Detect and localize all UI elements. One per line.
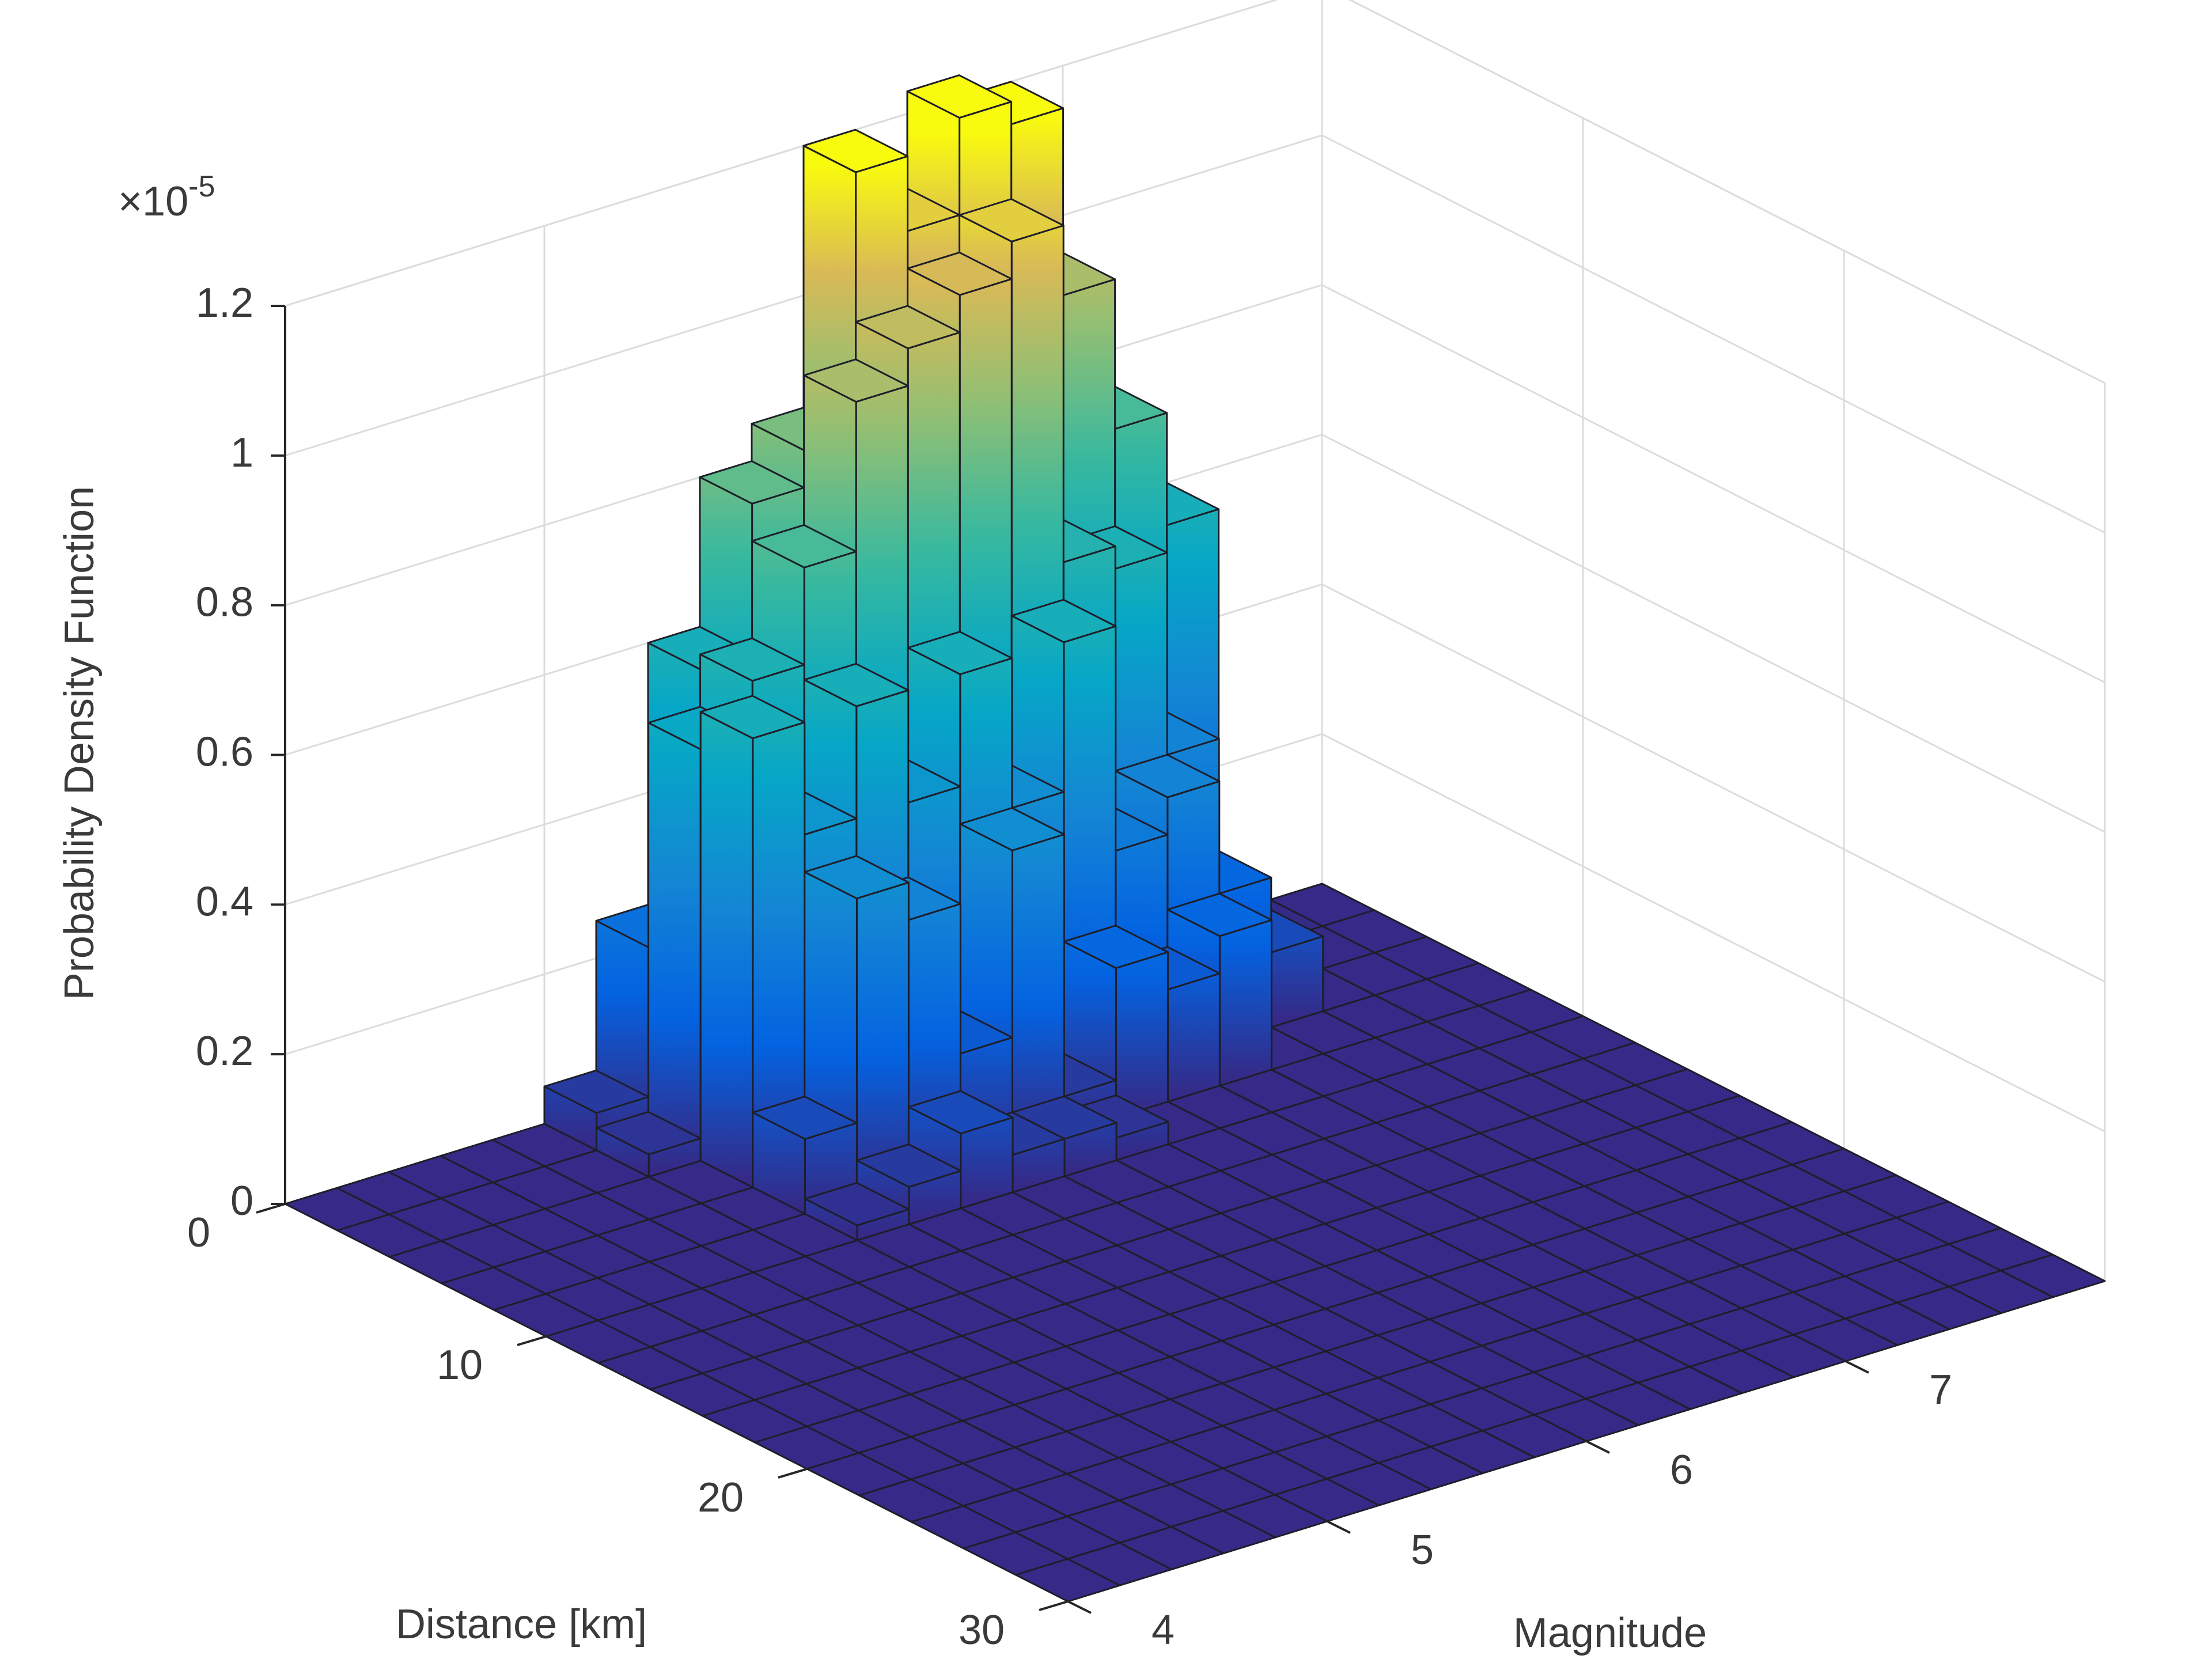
y-tick-label: 30	[959, 1607, 1005, 1653]
bar-top	[804, 1181, 910, 1226]
bar-top	[855, 305, 961, 350]
bar-side-left	[647, 722, 702, 1162]
bar-top	[804, 855, 910, 900]
bar-top	[751, 524, 857, 569]
bar-top	[1014, 1558, 1121, 1603]
x-tick-label: 6	[1670, 1447, 1693, 1493]
bar-top	[907, 631, 1013, 675]
bar-side-front	[1218, 919, 1272, 1087]
y-tick-label: 10	[437, 1342, 483, 1388]
z-multiplier: ×10-5	[118, 170, 215, 225]
bars	[284, 74, 2106, 1603]
bar-top	[1010, 599, 1117, 643]
bar-top	[699, 695, 806, 740]
bar-top	[959, 807, 1065, 851]
bar-top	[803, 662, 910, 707]
z-tick-label: 0	[230, 1178, 253, 1224]
bar-top	[803, 358, 909, 403]
bar	[1014, 1558, 1121, 1603]
bar-top	[802, 128, 909, 173]
x-tick	[1586, 1440, 1610, 1454]
z-tick-label: 1	[230, 430, 253, 476]
z-tick-label: 0.2	[196, 1028, 253, 1074]
bar-top	[906, 74, 1013, 119]
z-multiplier-exponent: -5	[188, 170, 215, 203]
bar-side-front	[1115, 951, 1169, 1119]
bar-top	[699, 637, 805, 682]
bar-top	[907, 251, 1013, 296]
y-tick-label: 20	[698, 1475, 744, 1521]
x-tick	[1067, 1600, 1092, 1614]
z-multiplier-base: ×10	[118, 179, 188, 225]
z-tick-label: 0.4	[196, 878, 253, 925]
z-tick-label: 1.2	[196, 280, 253, 326]
x-tick-label: 7	[1929, 1367, 1952, 1413]
bar-top	[1063, 925, 1169, 969]
y-tick-label: 0	[187, 1210, 210, 1256]
x-tick	[1327, 1520, 1351, 1534]
bar	[699, 695, 806, 1188]
y-tick	[256, 1203, 286, 1214]
x-tick-label: 5	[1411, 1527, 1434, 1573]
axes: 0 0.2 0.4 0.6 0.8 1 1.2 0 10 20 30 4 5 6 7	[187, 280, 1952, 1653]
bar-top	[855, 1143, 962, 1188]
z-tick-label: 0.8	[196, 579, 253, 626]
bar-top	[907, 1090, 1014, 1135]
x-tick-label: 4	[1152, 1607, 1175, 1653]
y-tick	[1039, 1600, 1069, 1611]
y-tick	[778, 1468, 808, 1479]
bar-side-front	[1166, 972, 1221, 1103]
bar	[804, 1181, 910, 1241]
bar-top	[1114, 753, 1221, 798]
x-axis-label: Magnitude	[1513, 1610, 1707, 1656]
bar-top	[959, 198, 1065, 243]
z-tick-label: 0.6	[196, 729, 253, 775]
bar-side-left	[699, 711, 754, 1188]
y-tick	[517, 1335, 547, 1346]
bar	[804, 855, 910, 1199]
x-tick	[1845, 1360, 1869, 1374]
bar-top	[1166, 892, 1272, 937]
y-axis-label: Distance [km]	[396, 1601, 647, 1647]
z-axis-label: Probability Density Function	[56, 486, 103, 1000]
bar-top	[752, 1096, 858, 1140]
